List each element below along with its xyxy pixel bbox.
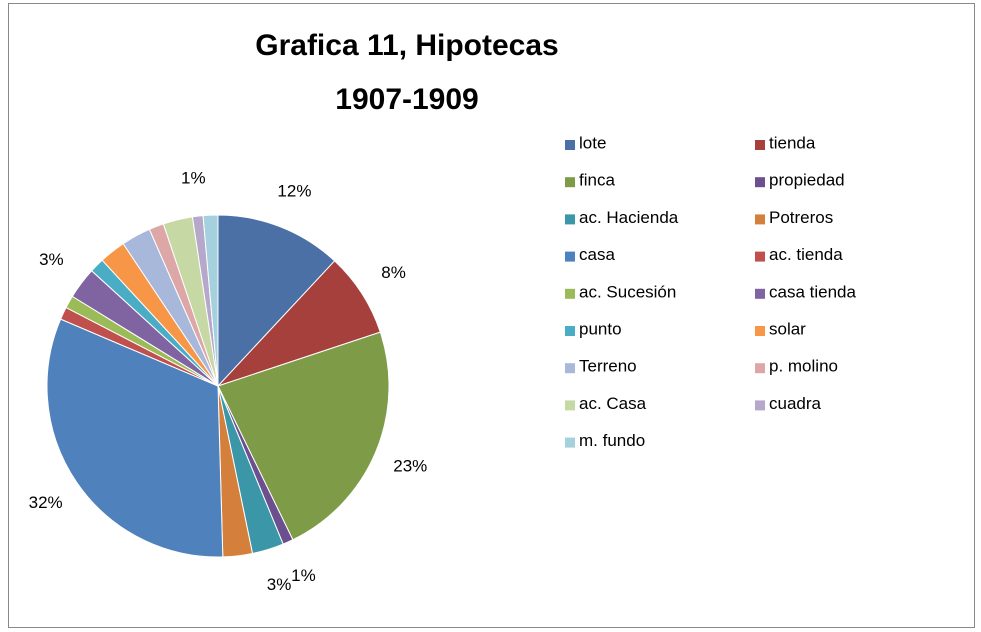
pie-slice — [202, 214, 219, 387]
legend-swatch — [565, 400, 575, 411]
legend-label: m. fundo — [579, 431, 645, 450]
legend-swatch — [755, 288, 765, 299]
legend-label: tienda — [769, 133, 816, 152]
data-label: 3% — [39, 250, 64, 269]
legend-swatch — [755, 214, 765, 225]
legend-label: solar — [769, 319, 806, 338]
legend-swatch — [565, 140, 575, 150]
legend-label: ac. tienda — [769, 245, 843, 264]
legend-label: Terreno — [579, 357, 637, 376]
chart-title: Grafica 11, Hipotecas — [255, 29, 559, 62]
legend-swatch — [755, 177, 765, 188]
pie-slice — [217, 331, 390, 541]
legend-label: propiedad — [769, 171, 845, 190]
legend-label: punto — [579, 319, 622, 338]
legend-label: casa — [579, 245, 615, 264]
legend-swatch — [755, 326, 765, 336]
legend-swatch — [565, 437, 575, 448]
legend-label: ac. Hacienda — [579, 208, 679, 227]
data-label: 32% — [29, 493, 63, 512]
legend-swatch — [755, 140, 765, 150]
data-label: 1% — [181, 168, 206, 187]
legend-label: cuadra — [769, 394, 822, 413]
data-label: 1% — [291, 566, 316, 585]
data-label: 3% — [267, 575, 292, 594]
legend-swatch — [565, 177, 575, 188]
pie-slice — [46, 318, 224, 558]
legend-label: p. molino — [769, 357, 838, 376]
legend-swatch — [565, 251, 575, 262]
legend-label: casa tienda — [769, 282, 856, 301]
legend-label: ac. Casa — [579, 394, 647, 413]
legend-label: lote — [579, 133, 606, 152]
legend-swatch — [565, 288, 575, 299]
legend-label: Potreros — [769, 208, 833, 227]
legend-swatch — [755, 363, 765, 374]
data-label: 12% — [277, 181, 311, 200]
legend-swatch — [755, 251, 765, 262]
legend-swatch — [565, 214, 575, 225]
legend-label: ac. Sucesión — [579, 282, 676, 301]
legend-swatch — [755, 400, 765, 411]
legend-label: finca — [579, 171, 615, 190]
pie-slice — [217, 214, 336, 388]
legend-swatch — [565, 363, 575, 374]
legend-swatch — [565, 326, 575, 336]
chart-title: 1907-1909 — [335, 83, 478, 116]
data-label: 23% — [393, 456, 427, 475]
data-label: 8% — [381, 263, 406, 282]
